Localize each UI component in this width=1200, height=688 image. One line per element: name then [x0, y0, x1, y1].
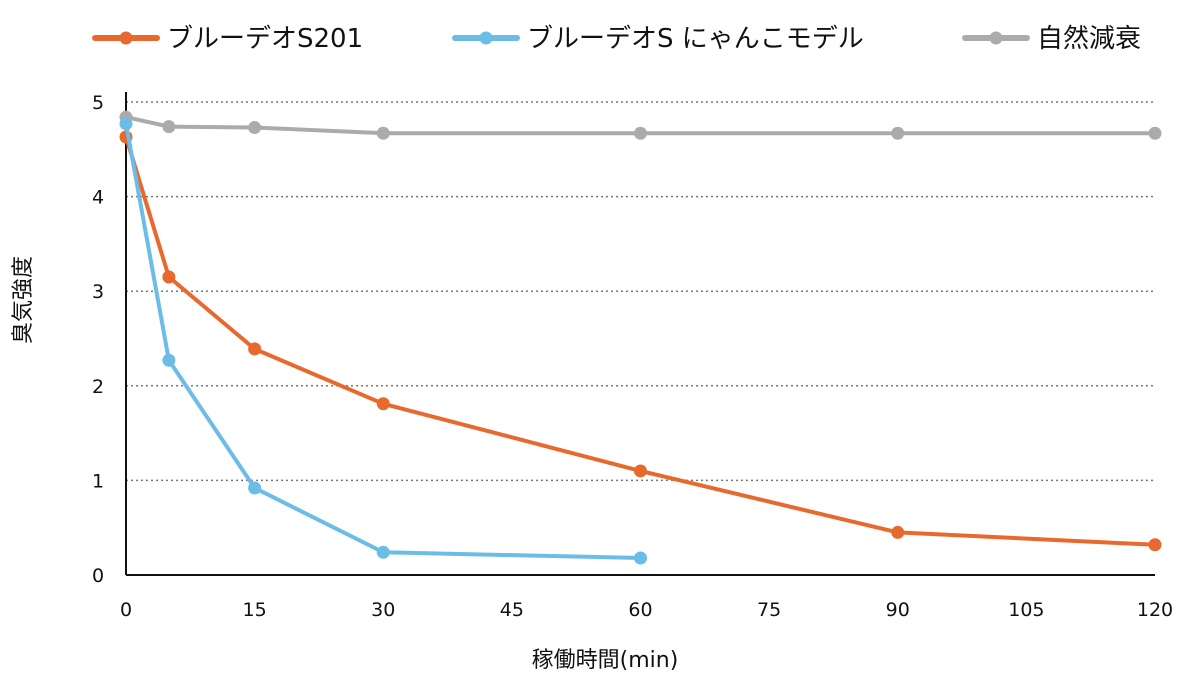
data-point [162, 270, 176, 284]
x-tick-label: 120 [1137, 599, 1173, 621]
x-tick-label: 0 [120, 599, 132, 621]
x-tick-label: 30 [371, 599, 395, 621]
y-tick-label: 4 [92, 187, 104, 209]
series-group [119, 110, 1162, 565]
data-point [248, 342, 262, 356]
x-axis-label: 稼働時間(min) [532, 648, 679, 673]
legend-marker [989, 31, 1003, 45]
x-tick-label: 45 [500, 599, 524, 621]
x-tick-label: 60 [628, 599, 652, 621]
legend-marker [119, 31, 133, 45]
legend-label: ブルーデオS201 [167, 24, 363, 54]
data-point [634, 464, 647, 478]
gridlines [126, 101, 1155, 482]
x-tick-label: 105 [1008, 599, 1044, 621]
axes [125, 92, 1155, 576]
legend-marker [479, 31, 493, 45]
y-tick-label: 5 [92, 92, 104, 114]
data-point [376, 126, 390, 140]
data-point [634, 126, 647, 140]
y-tick-label: 0 [92, 565, 104, 587]
data-point [376, 545, 390, 559]
data-point [119, 117, 133, 131]
x-tick-label: 90 [886, 599, 910, 621]
data-point [162, 120, 176, 134]
y-tick-label: 3 [92, 281, 104, 303]
data-point [1148, 126, 1162, 140]
x-tick-label: 15 [243, 599, 267, 621]
legend-label: ブルーデオS にゃんこモデル [527, 24, 864, 54]
data-point [891, 525, 905, 539]
data-point [162, 353, 176, 367]
data-point [248, 481, 262, 495]
data-point [634, 551, 647, 565]
data-point [1148, 538, 1162, 552]
y-tick-label: 2 [92, 376, 104, 398]
legend-label: 自然減衰 [1037, 24, 1141, 54]
y-axis-label: 臭気強度 [11, 256, 36, 344]
series-line [124, 123, 641, 560]
data-point [891, 126, 905, 140]
data-point [376, 397, 390, 411]
y-tick-label: 1 [92, 470, 104, 492]
data-point [248, 121, 262, 135]
series-line [124, 136, 1156, 547]
legend: ブルーデオS201 ブルーデオS にゃんこモデル 自然減衰 [92, 24, 1141, 54]
x-tick-label: 75 [757, 599, 781, 621]
